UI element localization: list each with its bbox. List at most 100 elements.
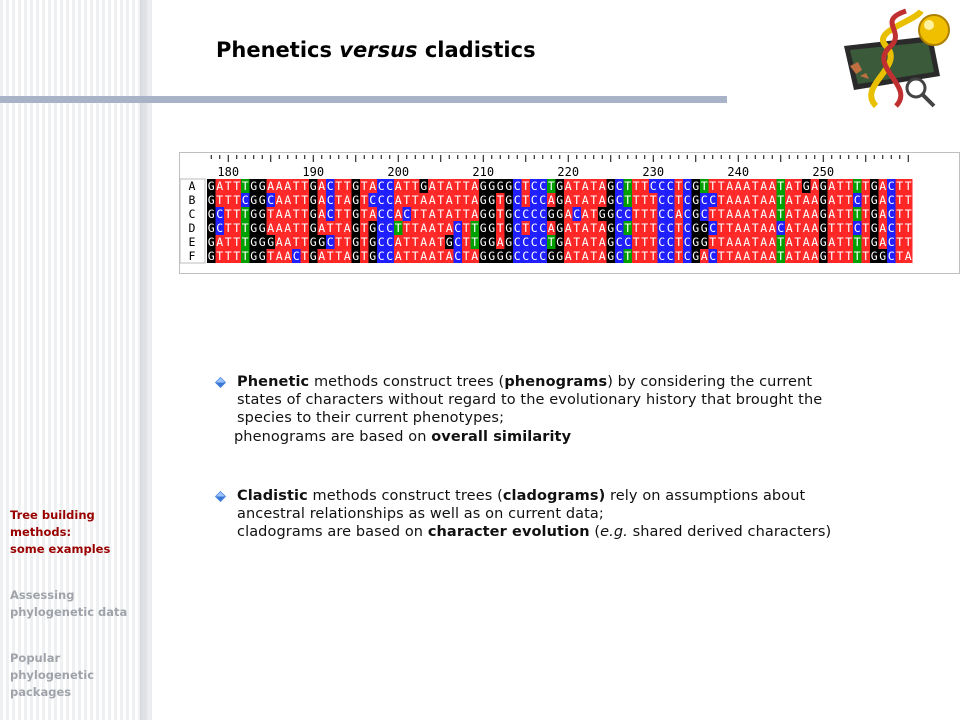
base-letter: A — [735, 207, 742, 221]
base-cell — [615, 179, 624, 193]
base-cell — [895, 235, 904, 249]
base-cell — [844, 221, 853, 235]
base-letter: G — [488, 193, 495, 207]
base-letter: T — [726, 249, 733, 263]
base-letter: T — [573, 179, 580, 193]
base-cell — [861, 207, 870, 221]
base-letter: G — [488, 235, 495, 249]
base-letter: A — [735, 249, 742, 263]
base-cell — [258, 207, 267, 221]
base-letter: G — [488, 221, 495, 235]
base-cell — [649, 179, 658, 193]
base-letter: G — [259, 249, 266, 263]
base-cell — [496, 221, 505, 235]
ruler-label: 200 — [387, 165, 409, 179]
base-letter: C — [667, 249, 674, 263]
base-cell — [742, 235, 751, 249]
bold-term: Phenetic — [237, 374, 310, 390]
base-cell — [589, 179, 598, 193]
bullet-cladistic: Cladistic methods construct trees (clado… — [215, 487, 917, 542]
base-letter: A — [811, 249, 818, 263]
nav-assessing-data[interactable]: Assessing phylogenetic data — [10, 587, 127, 621]
base-letter: C — [386, 179, 393, 193]
base-cell — [368, 249, 377, 263]
base-cell — [802, 193, 811, 207]
base-cell — [479, 249, 488, 263]
base-cell — [283, 179, 292, 193]
base-letter: G — [250, 221, 257, 235]
base-letter: G — [420, 179, 427, 193]
base-cell — [343, 179, 352, 193]
base-letter: T — [301, 249, 308, 263]
base-cell — [266, 221, 275, 235]
base-letter: C — [888, 235, 895, 249]
base-cell — [606, 207, 615, 221]
base-letter: A — [429, 221, 436, 235]
base-letter: T — [845, 207, 852, 221]
base-letter: T — [403, 249, 410, 263]
base-letter: T — [837, 193, 844, 207]
base-letter: C — [454, 249, 461, 263]
base-letter: T — [463, 207, 470, 221]
base-letter: G — [369, 221, 376, 235]
base-letter: T — [590, 235, 597, 249]
base-cell — [436, 249, 445, 263]
base-letter: G — [259, 193, 266, 207]
base-cell — [810, 179, 819, 193]
base-cell — [419, 249, 428, 263]
base-cell — [411, 221, 420, 235]
base-letter: G — [701, 221, 708, 235]
base-letter: A — [420, 235, 427, 249]
base-letter: T — [437, 207, 444, 221]
base-cell — [292, 249, 301, 263]
base-cell — [394, 221, 403, 235]
base-letter: T — [463, 235, 470, 249]
base-letter: G — [310, 235, 317, 249]
base-cell — [666, 179, 675, 193]
base-letter: T — [242, 235, 249, 249]
base-letter: T — [709, 235, 716, 249]
base-letter: C — [658, 249, 665, 263]
base-cell — [351, 193, 360, 207]
base-cell — [742, 221, 751, 235]
diamond-bullet-icon — [215, 491, 226, 502]
base-cell — [895, 221, 904, 235]
base-cell — [861, 179, 870, 193]
base-letter: T — [845, 249, 852, 263]
base-cell — [504, 235, 513, 249]
nav-tree-building[interactable]: Tree building methods: some examples — [10, 507, 110, 558]
base-cell — [751, 235, 760, 249]
base-cell — [419, 235, 428, 249]
base-cell — [419, 221, 428, 235]
base-letter: T — [641, 235, 648, 249]
base-letter: T — [301, 207, 308, 221]
base-cell — [887, 235, 896, 249]
base-cell — [878, 235, 887, 249]
base-cell — [657, 235, 666, 249]
base-letter: A — [395, 193, 402, 207]
base-cell — [649, 221, 658, 235]
base-letter: G — [310, 249, 317, 263]
base-letter: G — [871, 207, 878, 221]
base-cell — [385, 249, 394, 263]
base-letter: T — [590, 249, 597, 263]
base-cell — [887, 207, 896, 221]
base-cell — [700, 207, 709, 221]
base-cell — [589, 193, 598, 207]
label-column — [180, 178, 206, 264]
base-letter: T — [845, 179, 852, 193]
row-label: A — [189, 179, 196, 193]
text-segment: phenograms are based on — [234, 428, 432, 445]
nav-popular-packages[interactable]: Popular phylogenetic packages — [10, 650, 94, 701]
base-cell — [674, 249, 683, 263]
base-cell — [598, 179, 607, 193]
base-letter: T — [675, 235, 682, 249]
base-cell — [326, 249, 335, 263]
base-cell — [581, 221, 590, 235]
base-letter: T — [828, 249, 835, 263]
base-letter: C — [658, 193, 665, 207]
base-cell — [283, 193, 292, 207]
base-cell — [683, 179, 692, 193]
base-cell — [538, 235, 547, 249]
base-letter: T — [896, 179, 903, 193]
